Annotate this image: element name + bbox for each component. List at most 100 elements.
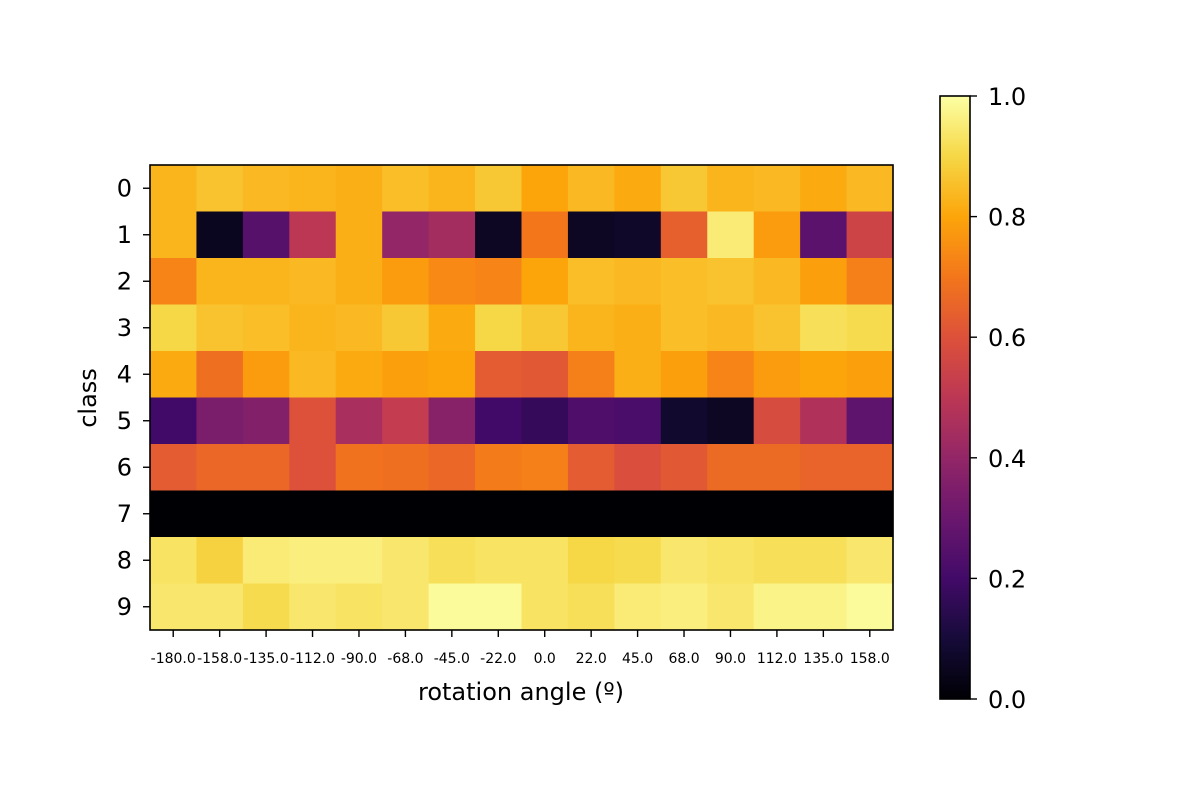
heatmap-cell <box>242 304 290 352</box>
heatmap-cell <box>707 490 755 538</box>
x-tick-label: -112.0 <box>290 651 335 667</box>
heatmap-cell <box>660 490 708 538</box>
heatmap-cell <box>800 165 848 213</box>
heatmap-cell <box>196 304 244 352</box>
heatmap-cell <box>428 444 476 492</box>
heatmap-cell <box>242 583 290 631</box>
heatmap-cell <box>150 444 198 492</box>
heatmap-cell <box>660 583 708 631</box>
heatmap-cell <box>475 583 523 631</box>
heatmap-cell <box>428 490 476 538</box>
heatmap-cell <box>428 537 476 585</box>
heatmap-cell <box>335 351 383 399</box>
heatmap-cell <box>567 351 615 399</box>
x-tick-label: 112.0 <box>757 651 797 667</box>
heatmap-cell <box>335 165 383 213</box>
heatmap-cell <box>475 211 523 259</box>
plot-frame <box>149 164 894 631</box>
y-tick-label: 9 <box>117 593 132 621</box>
heatmap-cell <box>707 304 755 352</box>
heatmap-cell <box>567 165 615 213</box>
y-tick-label: 0 <box>117 174 132 202</box>
heatmap-cell <box>475 537 523 585</box>
heatmap-cell <box>382 537 430 585</box>
x-tick-label: 45.0 <box>622 651 653 667</box>
heatmap-cell <box>614 211 662 259</box>
heatmap-cell <box>660 258 708 306</box>
heatmap-cell <box>289 490 337 538</box>
heatmap-cell <box>335 490 383 538</box>
heatmap-cell <box>753 351 801 399</box>
heatmap-cell <box>289 537 337 585</box>
heatmap-cell <box>800 304 848 352</box>
heatmap-cell <box>150 397 198 445</box>
y-tick-label: 8 <box>117 546 132 574</box>
y-tick-label: 2 <box>117 267 132 295</box>
heatmap-cell <box>521 490 569 538</box>
heatmap-cell <box>800 444 848 492</box>
heatmap-cell <box>289 583 337 631</box>
heatmap-cell <box>753 304 801 352</box>
heatmap-cell <box>521 211 569 259</box>
heatmap-cell <box>707 351 755 399</box>
heatmap-cell <box>614 490 662 538</box>
heatmap-cell <box>846 537 894 585</box>
y-tick-label: 1 <box>117 221 132 249</box>
heatmap-cell <box>150 211 198 259</box>
heatmap-cell <box>428 351 476 399</box>
heatmap-cell <box>475 258 523 306</box>
colorbar-tick-label: 0.4 <box>988 445 1026 473</box>
heatmap-cell <box>800 211 848 259</box>
x-axis-label: rotation angle (º) <box>418 678 624 706</box>
heatmap-cell <box>707 537 755 585</box>
heatmap-cell <box>289 444 337 492</box>
heatmap-cell <box>707 397 755 445</box>
heatmap-cell <box>614 165 662 213</box>
heatmap-cell <box>382 258 430 306</box>
x-tick-label: 68.0 <box>668 651 699 667</box>
heatmap-cell <box>800 537 848 585</box>
heatmap-cell <box>846 165 894 213</box>
heatmap-cell <box>521 304 569 352</box>
heatmap-cell <box>335 583 383 631</box>
heatmap-cell <box>382 397 430 445</box>
heatmap-cell <box>289 165 337 213</box>
heatmap-cell <box>800 583 848 631</box>
heatmap-cell <box>753 444 801 492</box>
heatmap-cell <box>382 304 430 352</box>
heatmap-cell <box>614 351 662 399</box>
y-tick-label: 4 <box>117 360 132 388</box>
y-axis-ticks: 0 1 2 3 4 5 6 7 8 9 <box>117 174 150 621</box>
heatmap-cell <box>846 351 894 399</box>
heatmap-cell <box>475 444 523 492</box>
heatmap-cell <box>428 304 476 352</box>
heatmap-cell <box>800 258 848 306</box>
heatmap-cell <box>196 537 244 585</box>
heatmap-cell <box>660 211 708 259</box>
heatmap-cell <box>567 258 615 306</box>
heatmap-cell <box>242 351 290 399</box>
y-tick-label: 6 <box>117 453 132 481</box>
heatmap-cell <box>521 258 569 306</box>
heatmap-cell <box>196 351 244 399</box>
heatmap-cell <box>660 165 708 213</box>
heatmap-cell <box>242 397 290 445</box>
colorbar-tick-label: 0.8 <box>988 204 1026 232</box>
heatmap-cell <box>660 351 708 399</box>
x-tick-label: -135.0 <box>244 651 289 667</box>
heatmap-cell <box>382 165 430 213</box>
x-tick-label: -22.0 <box>480 651 516 667</box>
heatmap-cell <box>196 583 244 631</box>
x-tick-label: 90.0 <box>715 651 746 667</box>
heatmap-cell <box>335 444 383 492</box>
heatmap-cell <box>289 211 337 259</box>
heatmap-cell <box>335 397 383 445</box>
heatmap-cell <box>660 444 708 492</box>
heatmap-cell <box>707 165 755 213</box>
heatmap-cell <box>521 444 569 492</box>
heatmap-cell <box>335 304 383 352</box>
x-tick-label: -90.0 <box>341 651 377 667</box>
x-tick-label: 158.0 <box>850 651 890 667</box>
heatmap-cell <box>567 490 615 538</box>
heatmap-cell <box>753 583 801 631</box>
